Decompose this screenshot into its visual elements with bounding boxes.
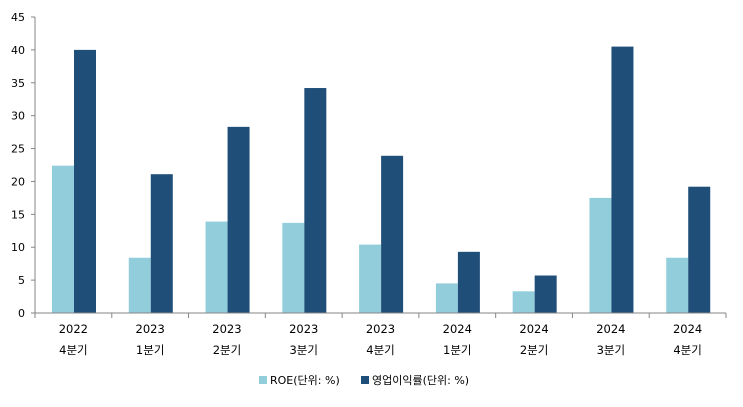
- y-tick-label: 20: [11, 175, 25, 188]
- x-axis-labels: 2022 4분기 2023 1분기 2023 2분기 2023 3분기 2023 4분기 2024 1…: [59, 322, 703, 357]
- bar-series-2: [611, 46, 634, 313]
- y-axis-ticks: 0 5 10 15 20 25 30 35 40 45: [11, 11, 35, 320]
- x-tick-label-quarter: 3분기: [289, 343, 317, 357]
- y-tick-label: 45: [11, 11, 25, 24]
- bar-series-2: [150, 174, 173, 313]
- y-tick-label: 40: [11, 44, 25, 57]
- y-tick-label: 0: [18, 307, 25, 320]
- x-tick-label-year: 2024: [519, 322, 548, 336]
- bar-series-1: [589, 197, 612, 313]
- x-tick-label-year: 2023: [366, 322, 395, 336]
- bar-series-1: [512, 291, 535, 313]
- x-tick-label-year: 2024: [596, 322, 625, 336]
- x-tick-label-quarter: 3분기: [597, 343, 625, 357]
- y-tick-label: 30: [11, 110, 25, 123]
- bar-series-2: [74, 49, 96, 314]
- bar-series-1: [282, 222, 305, 313]
- legend-swatch: [259, 376, 267, 384]
- bar-series-2: [457, 251, 480, 313]
- x-tick-label-quarter: 4분기: [673, 343, 701, 357]
- bars: [52, 46, 711, 314]
- bar-series-2: [304, 88, 327, 313]
- legend-label: 영업이익률(단위: %): [372, 374, 469, 387]
- bar-series-2: [381, 155, 404, 313]
- bar-series-2: [688, 186, 711, 313]
- x-tick-label-year: 2022: [59, 322, 88, 336]
- x-tick-label-year: 2023: [136, 322, 165, 336]
- bar-series-1: [128, 257, 151, 313]
- bar-series-1: [359, 244, 382, 313]
- y-tick-label: 25: [11, 143, 25, 156]
- bar-series-1: [435, 283, 458, 313]
- y-tick-label: 15: [11, 208, 25, 221]
- bar-series-2: [534, 275, 557, 313]
- x-tick-label-quarter: 1분기: [443, 343, 471, 357]
- legend: ROE(단위: %) 영업이익률(단위: %): [259, 374, 469, 387]
- y-tick-label: 5: [18, 274, 25, 287]
- x-tick-label-year: 2023: [212, 322, 241, 336]
- x-tick-label-quarter: 1분기: [136, 343, 164, 357]
- x-tick-label-quarter: 4분기: [59, 343, 87, 357]
- x-tick-label-year: 2023: [289, 322, 318, 336]
- bar-series-1: [52, 165, 74, 313]
- x-tick-label-quarter: 2분기: [213, 343, 241, 357]
- legend-label: ROE(단위: %): [270, 374, 340, 387]
- bar-series-1: [666, 257, 689, 313]
- bar-series-1: [205, 221, 228, 313]
- bar-series-2: [227, 126, 250, 313]
- legend-swatch: [361, 376, 369, 384]
- y-tick-label: 10: [11, 241, 25, 254]
- x-tick-label-year: 2024: [673, 322, 702, 336]
- axes: [34, 17, 727, 318]
- y-tick-label: 35: [11, 77, 25, 90]
- x-tick-label-quarter: 4분기: [366, 343, 394, 357]
- x-tick-label-quarter: 2분기: [520, 343, 548, 357]
- x-tick-label-year: 2024: [443, 322, 472, 336]
